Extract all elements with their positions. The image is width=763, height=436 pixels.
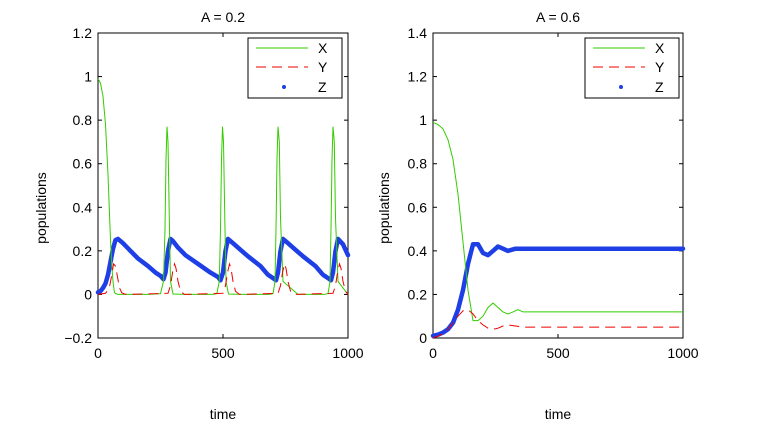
series-y-line (432, 309, 683, 339)
ytick-label: 0.2 (408, 286, 428, 302)
ytick-label: 1.4 (408, 25, 428, 41)
chart-left-ticks: −0.200.20.40.60.811.20 500 1000 (64, 25, 363, 361)
legend-z-swatch (619, 85, 623, 89)
chart-right-ticks: 0 0.2 0.4 0.6 0.8 1 1.2 1.4 0 500 1000 (408, 25, 699, 361)
legend-x-label: X (655, 40, 665, 56)
series-y-line (97, 262, 349, 295)
ytick-label: 0.4 (73, 199, 93, 215)
series-x-line (97, 78, 349, 295)
legend-z-label: Z (318, 79, 327, 95)
chart-right-series (430, 121, 686, 339)
ytick-label: −0.2 (64, 330, 92, 346)
legend-z-label: Z (655, 79, 664, 95)
chart-left-legend-box (247, 37, 343, 99)
ytick-label: 1.2 (73, 25, 93, 41)
series-z-line (95, 236, 351, 295)
ytick-label: 0.4 (408, 243, 428, 259)
ytick-label: 0.2 (73, 243, 93, 259)
xtick-label: 500 (546, 345, 570, 361)
series-x-line (432, 121, 683, 322)
ytick-label: 1 (84, 69, 92, 85)
chart-left-ylabel: populations (33, 172, 49, 244)
xtick-label: 0 (94, 345, 102, 361)
chart-left-title: A = 0.2 (201, 9, 245, 25)
ytick-label: 0 (419, 330, 427, 346)
chart-left-series (95, 78, 351, 295)
legend-y-label: Y (318, 59, 328, 75)
ytick-label: 0.6 (73, 156, 93, 172)
chart-left-xlabel: time (210, 406, 237, 422)
ytick-label: 0.6 (408, 199, 428, 215)
legend-y-label: Y (655, 59, 665, 75)
chart-left: A = 0.2 −0.200.20.40.60.811.20 500 1000 ti… (33, 9, 364, 422)
ytick-label: 0.8 (408, 156, 428, 172)
xtick-label: 1000 (332, 345, 363, 361)
xtick-label: 1000 (667, 345, 698, 361)
ytick-label: 0 (84, 286, 92, 302)
legend-z-swatch (282, 85, 286, 89)
xtick-label: 500 (211, 345, 235, 361)
chart-right-legend-box (584, 37, 680, 99)
chart-left-legend: X Y Z (247, 37, 343, 99)
chart-right: A = 0.6 0 0.2 0.4 0.6 0.8 1 1.2 1.4 0 500 1000 tim… (376, 9, 699, 422)
chart-right-legend: X Y Z (584, 37, 680, 99)
chart-right-ylabel: populations (376, 172, 392, 244)
ytick-label: 1.2 (408, 69, 428, 85)
chart-right-xlabel: time (545, 406, 572, 422)
legend-x-label: X (318, 40, 328, 56)
ytick-label: 0.8 (73, 112, 93, 128)
xtick-label: 0 (429, 345, 437, 361)
ytick-label: 1 (419, 112, 427, 128)
chart-right-title: A = 0.6 (536, 9, 580, 25)
